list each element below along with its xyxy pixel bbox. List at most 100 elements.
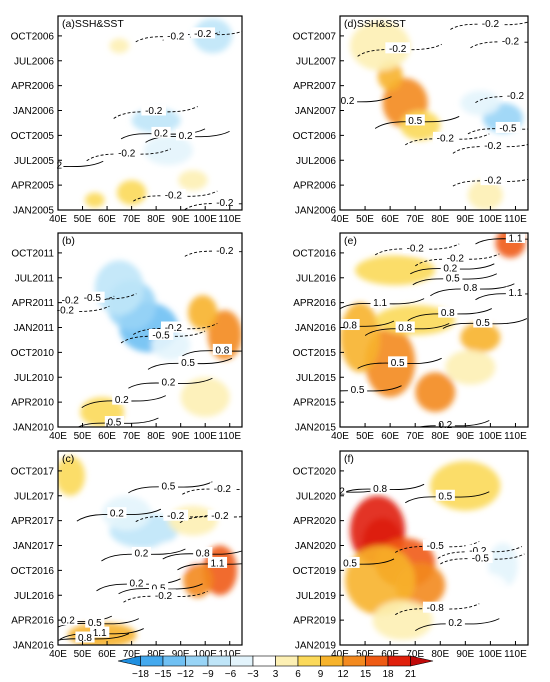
x-tick-label: 110E <box>504 431 527 442</box>
y-tick-label: OCT2017 <box>11 466 55 477</box>
x-tick-label: 80E <box>147 214 165 225</box>
panel-f: 0.80.520.5-0.5 -0.2-0.5-0.80.2(f)JAN2019A… <box>293 450 529 660</box>
contour-label: 1.1 <box>211 558 225 569</box>
y-tick-label: OCT2016 <box>11 566 55 577</box>
y-tick-label: APR2019 <box>293 616 336 627</box>
y-tick-label: JUL2007 <box>296 56 336 67</box>
contour-label: -0.5 <box>84 293 102 304</box>
contour-label: 0.8 <box>463 283 477 294</box>
y-tick-label: OCT2006 <box>11 31 55 42</box>
contour-label: 0.2 <box>443 263 457 274</box>
shaded-anomaly-region <box>94 260 144 316</box>
y-tick-label: JUL2006 <box>14 56 54 67</box>
x-tick-label: 50E <box>74 649 92 660</box>
contour-label: 0.2 <box>115 395 129 406</box>
contour-label: 0.2 <box>438 420 452 431</box>
contour-label: 0.2 <box>130 578 144 589</box>
colorbar-segment <box>207 655 231 667</box>
contour-label: 0.5 <box>343 558 357 569</box>
y-tick-label: APR2006 <box>11 81 54 92</box>
colorbar-tick-label: −3 <box>247 669 259 680</box>
contour-label: 0.8 <box>441 308 455 319</box>
y-tick-label: OCT2016 <box>293 248 337 259</box>
contour-label: 0.5 <box>476 318 490 329</box>
contour-label: -0.5 <box>499 123 517 134</box>
contour-label: 1.1 <box>93 628 107 639</box>
contour-label: 0.8 <box>78 633 92 644</box>
contour-label: 0.8 <box>215 345 229 356</box>
x-tick-label: 100E <box>194 431 218 442</box>
colorbar-segment <box>365 655 389 667</box>
contour-label: -0.5 <box>427 541 445 552</box>
shaded-anomaly-region <box>188 295 218 331</box>
y-tick-label: APR2017 <box>11 516 54 527</box>
contour-label: 0.2 <box>179 131 193 142</box>
contour-label: 0.5 <box>107 418 121 429</box>
y-tick-label: APR2006 <box>293 181 336 192</box>
contour-label: -0.2 <box>507 91 525 102</box>
y-tick-label: APR2011 <box>12 298 55 309</box>
contour-label: -0.5 <box>472 553 490 564</box>
contour-label: 0.8 <box>343 321 357 332</box>
panel-title: (b) <box>62 235 75 247</box>
shaded-anomaly-region <box>84 192 105 208</box>
y-tick-label: JAN2011 <box>14 323 55 334</box>
y-tick-label: JAN2016 <box>295 323 337 334</box>
contour-label: 0.5 <box>161 481 175 492</box>
x-tick-label: 60E <box>381 431 399 442</box>
panel-e: 1.1-0.2-0.20.20.50.81.11.10.80.50.8 0.80.… <box>293 231 529 442</box>
shaded-anomaly-region <box>345 545 416 616</box>
x-tick-label: 90E <box>456 649 474 660</box>
y-tick-label: JUL2016 <box>296 273 336 284</box>
contour-label: 0.8 <box>398 323 412 334</box>
x-tick-label: 110E <box>504 649 527 660</box>
y-tick-label: APR2015 <box>293 398 336 409</box>
y-tick-label: OCT2010 <box>11 348 55 359</box>
contour-label: 1.1 <box>509 288 523 299</box>
contour-label: 0.2 <box>61 616 75 627</box>
panel-title: (a)SSH&SST <box>62 18 124 30</box>
shaded-anomaly-region <box>340 302 381 373</box>
panel-title: (d)SSH&SST <box>344 18 406 30</box>
contour-label: -0.2 <box>447 253 465 264</box>
contour-label: 1.1 <box>373 298 387 309</box>
x-tick-label: 60E <box>98 431 116 442</box>
x-tick-label: 80E <box>147 431 165 442</box>
y-tick-label: JAN2019 <box>295 641 337 652</box>
y-tick-label: OCT2007 <box>293 31 337 42</box>
x-tick-label: 90E <box>456 431 474 442</box>
x-tick-label: 80E <box>431 649 449 660</box>
shaded-anomaly-region <box>460 322 501 353</box>
contour-label: 0.2 <box>341 96 355 107</box>
shaded-anomaly-region <box>116 180 147 206</box>
contour-label: 0.5 <box>181 358 195 369</box>
y-tick-label: OCT2020 <box>293 466 337 477</box>
x-tick-label: 110E <box>504 214 527 225</box>
y-tick-label: JAN2005 <box>13 206 55 217</box>
contour-label: -0.8 <box>427 603 445 614</box>
x-tick-label: 50E <box>74 214 92 225</box>
shaded-anomaly-region <box>58 455 85 496</box>
y-tick-label: JAN2006 <box>13 106 55 117</box>
contour-label: 2 <box>56 161 62 172</box>
shaded-anomaly-region <box>109 38 130 54</box>
shaded-anomaly-region <box>467 180 503 210</box>
contour-label: 0.5 <box>408 116 422 127</box>
x-tick-label: 50E <box>74 431 92 442</box>
x-tick-label: 40E <box>331 649 349 660</box>
panel-title: (e) <box>344 235 357 247</box>
contour-label: -0.2 <box>484 141 502 152</box>
colorbar-segment <box>275 655 299 667</box>
colorbar-tick-label: 18 <box>382 669 394 680</box>
x-tick-label: 50E <box>356 214 374 225</box>
contour-label: -0.5 <box>152 330 170 341</box>
x-tick-label: 40E <box>49 431 67 442</box>
contour-label: 0.2 <box>161 378 175 389</box>
contour-label: -0.2 <box>145 106 163 117</box>
x-tick-label: 70E <box>406 649 424 660</box>
y-tick-label: JAN2017 <box>13 541 55 552</box>
colorbar-segment <box>410 655 434 667</box>
contour-label: -0.2 <box>216 246 234 257</box>
y-tick-label: OCT2005 <box>11 131 55 142</box>
contour-label: -0.2 <box>167 31 185 42</box>
